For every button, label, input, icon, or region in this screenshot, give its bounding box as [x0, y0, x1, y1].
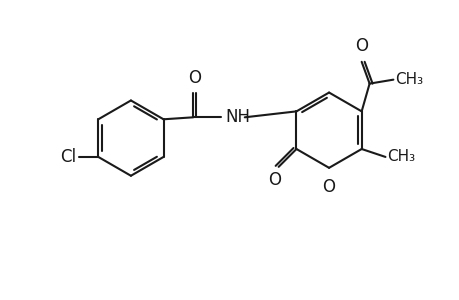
Text: O: O: [268, 171, 280, 189]
Text: CH₃: CH₃: [394, 72, 423, 87]
Text: O: O: [187, 69, 200, 87]
Text: O: O: [354, 37, 367, 55]
Text: Cl: Cl: [60, 148, 76, 166]
Text: NH: NH: [224, 108, 249, 126]
Text: CH₃: CH₃: [386, 149, 414, 164]
Text: O: O: [322, 178, 335, 196]
